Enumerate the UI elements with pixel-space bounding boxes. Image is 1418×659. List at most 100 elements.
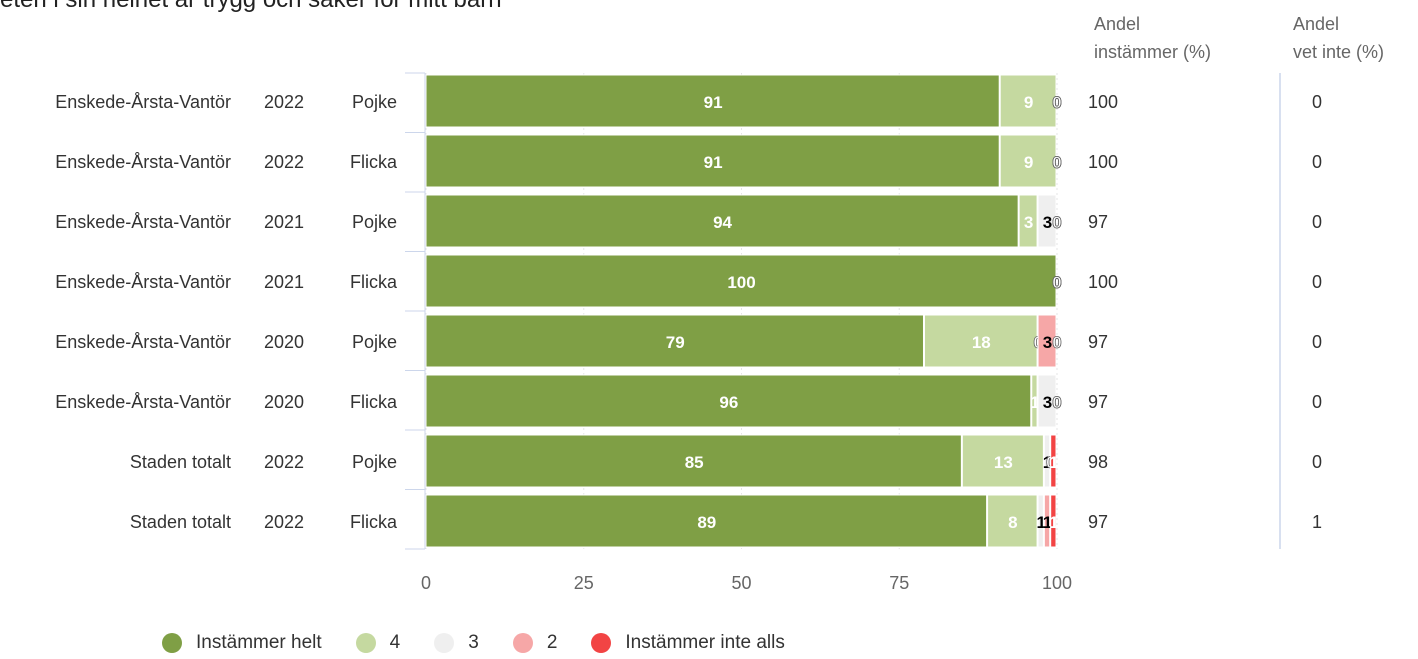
bar-data-label: 0: [1052, 213, 1061, 232]
bar-segment: [425, 74, 1000, 128]
bar-segment: [1037, 194, 1057, 248]
bar-data-label: 0: [1052, 333, 1061, 352]
bar-data-label: 1: [1049, 453, 1058, 472]
legend-label: Instämmer helt: [196, 632, 322, 653]
dontknow-percent-value: 1: [1312, 512, 1322, 532]
bar-data-label: 0: [1052, 153, 1061, 172]
bar-segment: [1037, 494, 1044, 548]
row-gender-label: Flicka: [350, 512, 398, 532]
row-year-label: 2021: [264, 212, 304, 232]
bar-segment: [1050, 434, 1057, 488]
bar-segment: [425, 314, 924, 368]
row-district-label: Enskede-Årsta-Vantör: [55, 332, 231, 352]
bar-segment: [425, 194, 1019, 248]
row-gender-label: Flicka: [350, 272, 398, 292]
agree-percent-value: 98: [1088, 452, 1108, 472]
bar-data-label: 0: [1052, 213, 1061, 232]
bar-segment: [923, 314, 1038, 368]
bar-data-label: 0: [1052, 273, 1061, 292]
row-district-label: Enskede-Årsta-Vantör: [55, 212, 231, 232]
bar-data-label: 18: [972, 333, 991, 352]
bar-data-label: 1: [1043, 453, 1052, 472]
bar-segment: [425, 494, 988, 548]
bar-data-label: 96: [719, 393, 738, 412]
legend-label: 2: [546, 632, 558, 653]
row-year-label: 2022: [264, 452, 304, 472]
legend-swatch-icon: [162, 633, 182, 653]
bar-segment: [961, 434, 1044, 488]
agree-column-header: Andel instämmer (%): [1094, 10, 1211, 66]
bar-data-label: 0: [1052, 153, 1061, 172]
dontknow-percent-value: 0: [1312, 272, 1322, 292]
row-district-label: Enskede-Årsta-Vantör: [55, 392, 231, 412]
bar-data-label: 0: [1052, 93, 1061, 112]
legend-item[interactable]: 3: [434, 632, 479, 654]
agree-percent-value: 100: [1088, 152, 1118, 172]
agree-percent-value: 97: [1088, 212, 1108, 232]
legend-item[interactable]: 4: [355, 632, 401, 654]
agree-header-line2: instämmer (%): [1094, 42, 1212, 62]
bar-data-label: 1: [1036, 513, 1045, 532]
row-year-label: 2022: [264, 152, 304, 172]
row-year-label: 2020: [264, 332, 304, 352]
row-gender-label: Pojke: [352, 332, 397, 352]
dontknow-header-line2: vet inte (%): [1293, 42, 1385, 62]
legend-item[interactable]: Instämmer helt: [162, 632, 322, 654]
bar-data-label: 3: [1043, 393, 1052, 412]
row-district-label: Enskede-Årsta-Vantör: [55, 272, 231, 292]
bar-data-label: 1: [1043, 513, 1052, 532]
bar-segment: [1043, 434, 1051, 488]
row-district-label: Staden totalt: [130, 512, 231, 532]
dontknow-header-line1: Andel: [1293, 14, 1340, 34]
bar-data-label: 100: [727, 273, 755, 292]
x-tick-label: 75: [889, 573, 909, 593]
row-year-label: 2020: [264, 392, 304, 412]
bar-segment: [1037, 374, 1057, 428]
dontknow-percent-value: 0: [1312, 212, 1322, 232]
row-gender-label: Pojke: [352, 452, 397, 472]
legend-swatch-icon: [512, 633, 533, 653]
bar-segment: [425, 134, 1000, 188]
row-year-label: 2022: [264, 512, 304, 532]
dontknow-percent-value: 0: [1312, 332, 1322, 352]
dontknow-percent-value: 0: [1312, 452, 1322, 472]
bar-segment: [987, 494, 1038, 548]
bar-data-label: 89: [697, 513, 716, 532]
row-gender-label: Pojke: [352, 212, 397, 232]
bar-data-label: 0: [1052, 153, 1061, 172]
legend: Instämmer helt 4 3 2 Instämmer inte alls: [162, 632, 819, 654]
bar-data-label: 1: [1030, 393, 1039, 412]
bar-data-label: 1: [1049, 513, 1058, 532]
bar-data-label: 0: [1052, 273, 1061, 292]
bar-data-label: 94: [713, 213, 732, 232]
bar-data-label: 13: [994, 453, 1013, 472]
dontknow-percent-value: 0: [1312, 392, 1322, 412]
bar-data-label: 3: [1024, 213, 1033, 232]
bar-data-label: 85: [685, 453, 704, 472]
legend-item[interactable]: 2: [512, 632, 558, 654]
x-tick-label: 50: [731, 573, 751, 593]
bar-data-label: 9: [1024, 93, 1033, 112]
dontknow-percent-value: 0: [1312, 152, 1322, 172]
bar-data-label: 3: [1043, 333, 1052, 352]
bar-data-label: 8: [1008, 513, 1017, 532]
legend-label: 4: [389, 632, 401, 653]
dontknow-column-header: Andel vet inte (%): [1293, 10, 1384, 66]
bar-segment: [999, 134, 1057, 188]
bar-segment: [1018, 194, 1038, 248]
legend-swatch-icon: [355, 633, 376, 653]
bar-data-label: 0: [1052, 93, 1061, 112]
legend-swatch-icon: [434, 633, 455, 653]
bar-data-label: 0: [1052, 93, 1061, 112]
bar-segment: [1043, 494, 1051, 548]
x-tick-label: 100: [1042, 573, 1072, 593]
agree-header-line1: Andel: [1094, 14, 1141, 34]
bar-segment: [425, 434, 962, 488]
bar-segment: [999, 74, 1057, 128]
x-tick-label: 0: [421, 573, 431, 593]
row-gender-label: Flicka: [350, 392, 398, 412]
bar-data-label: 0: [1052, 393, 1061, 412]
row-year-label: 2022: [264, 92, 304, 112]
agree-percent-value: 100: [1088, 272, 1118, 292]
legend-item[interactable]: Instämmer inte alls: [591, 632, 785, 654]
